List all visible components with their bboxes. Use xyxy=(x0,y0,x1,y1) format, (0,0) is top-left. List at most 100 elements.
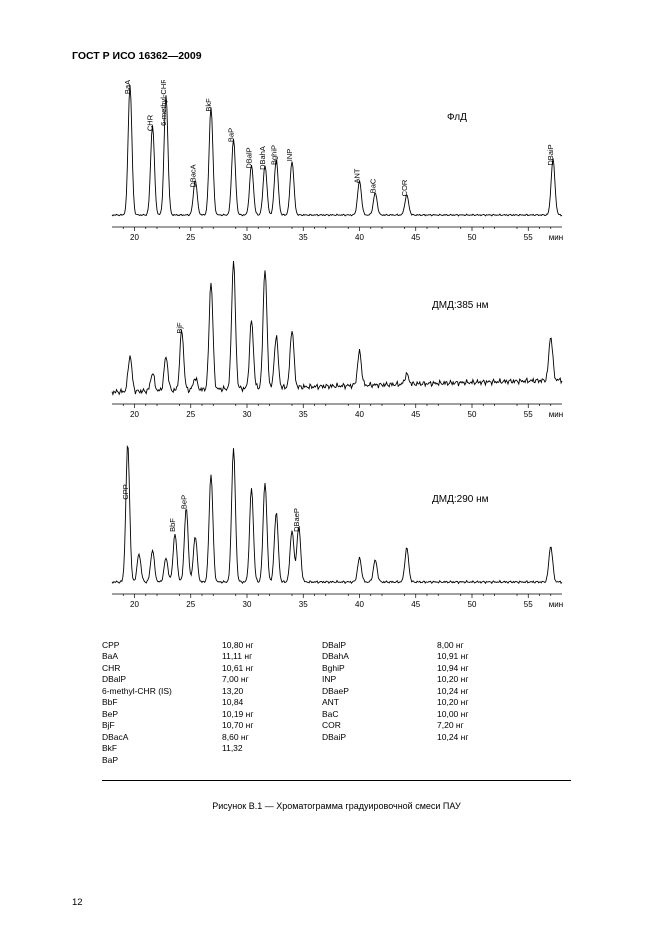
compound-value: 13,20 xyxy=(222,686,322,697)
axis-tick-label: 55 xyxy=(524,600,533,609)
axis-tick-label: 35 xyxy=(299,233,308,242)
peak-label: CPP xyxy=(121,484,130,499)
axis-tick-label: 20 xyxy=(130,233,139,242)
axis-tick-label: 45 xyxy=(411,410,420,419)
peak-label: BkF xyxy=(204,98,213,112)
trace xyxy=(112,446,562,583)
compound-name: BjF xyxy=(102,720,222,731)
peak-label: COR xyxy=(400,179,409,196)
compound-value: 10,84 xyxy=(222,697,322,708)
table-col-value-right: 8,00 нг10,91 нг10,94 нг10,20 нг10,24 нг1… xyxy=(437,640,517,766)
compound-name: CPP xyxy=(102,640,222,651)
compound-value: 10,20 нг xyxy=(437,674,517,685)
compound-value: 10,00 нг xyxy=(437,709,517,720)
compound-value: 7,00 нг xyxy=(222,674,322,685)
compound-value: 10,19 нг xyxy=(222,709,322,720)
detector-label: ФлД xyxy=(447,112,467,123)
peak-label: DBaiP xyxy=(546,144,555,165)
compound-value: 8,60 нг xyxy=(222,732,322,743)
peak-label: INP xyxy=(285,149,294,162)
axis xyxy=(112,404,562,408)
chromatogram-wrap: 2025303540455055мин CPPBbFBePDBaeP ДМД:2… xyxy=(102,440,572,630)
peak-label: CHR xyxy=(146,114,155,131)
compound-value: 10,61 нг xyxy=(222,663,322,674)
compound-table: CPPBaACHRDBalP6-methyl-CHR (IS)BbFBePBjF… xyxy=(102,640,601,766)
table-col-value-left: 10,80 нг11,11 нг10,61 нг7,00 нг13,2010,8… xyxy=(222,640,322,766)
compound-name: DBaiP xyxy=(322,732,437,743)
compound-value: 7,20 нг xyxy=(437,720,517,731)
axis-tick-label: 50 xyxy=(468,233,477,242)
table-col-name-right: DBalPDBahABghiPINPDBaePANTBaCCORDBaiP xyxy=(322,640,437,766)
compound-name: DBaeP xyxy=(322,686,437,697)
compound-value: 11,32 xyxy=(222,743,322,754)
compound-name: BeP xyxy=(102,709,222,720)
chromatogram-0: 2025303540455055мин BaACHR6-methyl-CHR (… xyxy=(102,80,572,260)
doc-header: ГОСТ Р ИСО 16362—2009 xyxy=(72,50,601,62)
separator-rule xyxy=(102,780,571,781)
compound-name: DBalP xyxy=(322,640,437,651)
compound-value: 8,00 нг xyxy=(437,640,517,651)
compound-name: BaP xyxy=(102,755,222,766)
axis-tick-label: 35 xyxy=(299,600,308,609)
figure-caption: Рисунок В.1 — Хроматограмма градуировочн… xyxy=(72,801,601,811)
axis-tick-label: 55 xyxy=(524,410,533,419)
compound-name: DBalP xyxy=(102,674,222,685)
axis xyxy=(112,594,562,598)
compound-value: 10,80 нг xyxy=(222,640,322,651)
axis-tick-label: 20 xyxy=(130,410,139,419)
detector-label: ДМД:290 нм xyxy=(432,494,489,505)
compound-value: 11,11 нг xyxy=(222,651,322,662)
axis-tick-label: 40 xyxy=(355,410,364,419)
compound-value: 10,70 нг xyxy=(222,720,322,731)
chromatogram-wrap: 2025303540455055мин BjF ДМД:385 нм xyxy=(102,260,572,440)
axis-tick-label: 30 xyxy=(243,233,252,242)
peak-label: ANT xyxy=(353,168,362,183)
chromatogram-2: 2025303540455055мин CPPBbFBePDBaeP ДМД:2… xyxy=(102,440,572,630)
compound-name: BghiP xyxy=(322,663,437,674)
compound-value: 10,24 нг xyxy=(437,732,517,743)
axis-tick-label: 35 xyxy=(299,410,308,419)
axis-tick-label: 30 xyxy=(243,410,252,419)
peak-label: BghiP xyxy=(269,145,278,165)
compound-value: 10,94 нг xyxy=(437,663,517,674)
compound-name: 6-methyl-CHR (IS) xyxy=(102,686,222,697)
axis-tick-label: 50 xyxy=(468,600,477,609)
axis-unit: мин xyxy=(549,410,563,419)
chromatogram-wrap: 2025303540455055мин BaACHR6-methyl-CHR (… xyxy=(102,80,572,260)
axis-tick-label: 50 xyxy=(468,410,477,419)
compound-value: 10,20 нг xyxy=(437,697,517,708)
chromatogram-panel-group: 2025303540455055мин BaACHR6-methyl-CHR (… xyxy=(102,80,572,630)
peak-label: DBacA xyxy=(188,164,197,187)
peak-label: 6-methyl-CHR (IS) xyxy=(159,80,168,126)
compound-name: DBacA xyxy=(102,732,222,743)
compound-name: COR xyxy=(322,720,437,731)
peak-label: DBaeP xyxy=(292,508,301,532)
axis-tick-label: 20 xyxy=(130,600,139,609)
compound-name: BbF xyxy=(102,697,222,708)
axis-tick-label: 30 xyxy=(243,600,252,609)
axis-tick-label: 55 xyxy=(524,233,533,242)
table-col-name-left: CPPBaACHRDBalP6-methyl-CHR (IS)BbFBePBjF… xyxy=(102,640,222,766)
peak-label: BbF xyxy=(168,518,177,532)
page-number: 12 xyxy=(72,897,83,908)
compound-name: ANT xyxy=(322,697,437,708)
detector-label: ДМД:385 нм xyxy=(432,300,489,311)
compound-name: DBahA xyxy=(322,651,437,662)
axis-tick-label: 40 xyxy=(355,600,364,609)
compound-name: BkF xyxy=(102,743,222,754)
chromatogram-1: 2025303540455055мин BjF ДМД:385 нм xyxy=(102,260,572,440)
axis-unit: мин xyxy=(549,600,563,609)
compound-name: BaA xyxy=(102,651,222,662)
axis-tick-label: 45 xyxy=(411,233,420,242)
axis-tick-label: 40 xyxy=(355,233,364,242)
compound-name: CHR xyxy=(102,663,222,674)
compound-name: BaC xyxy=(322,709,437,720)
peak-label: BaC xyxy=(368,178,377,193)
peak-label: BeP xyxy=(179,495,188,509)
peak-label: DBahA xyxy=(258,146,267,170)
axis-unit: мин xyxy=(549,233,563,242)
axis-tick-label: 25 xyxy=(186,233,195,242)
axis-tick-label: 25 xyxy=(186,410,195,419)
axis xyxy=(112,227,562,231)
trace xyxy=(112,85,562,216)
